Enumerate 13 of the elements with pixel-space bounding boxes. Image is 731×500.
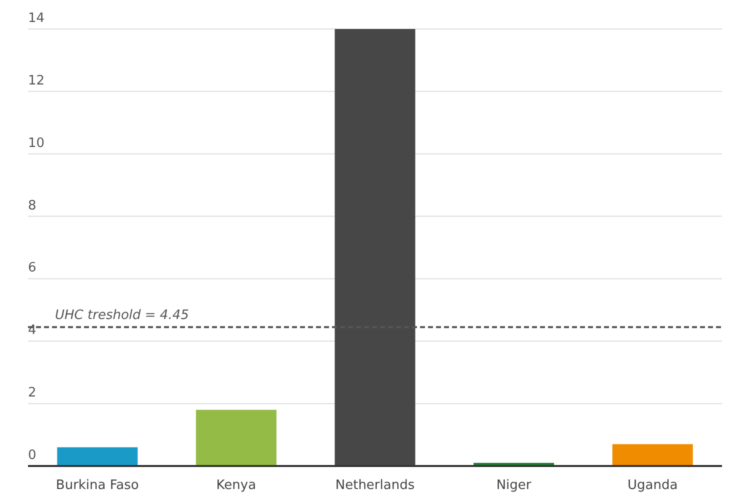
y-tick-label: 6	[28, 260, 36, 276]
y-tick-label: 12	[28, 73, 45, 88]
x-tick-label: Burkina Faso	[56, 478, 139, 493]
x-tick-label: Uganda	[628, 478, 678, 493]
ref-line-label: UHC treshold = 4.45	[55, 308, 189, 324]
y-tick-label: 14	[28, 11, 45, 26]
x-tick-label: Netherlands	[335, 478, 415, 493]
y-tick-label: 2	[28, 386, 36, 401]
y-tick-label: 0	[28, 448, 36, 463]
y-tick-label: 8	[28, 198, 36, 214]
x-tick-label: Niger	[496, 478, 532, 493]
x-tick-label: Kenya	[216, 478, 256, 493]
y-tick-label: 10	[28, 136, 45, 151]
